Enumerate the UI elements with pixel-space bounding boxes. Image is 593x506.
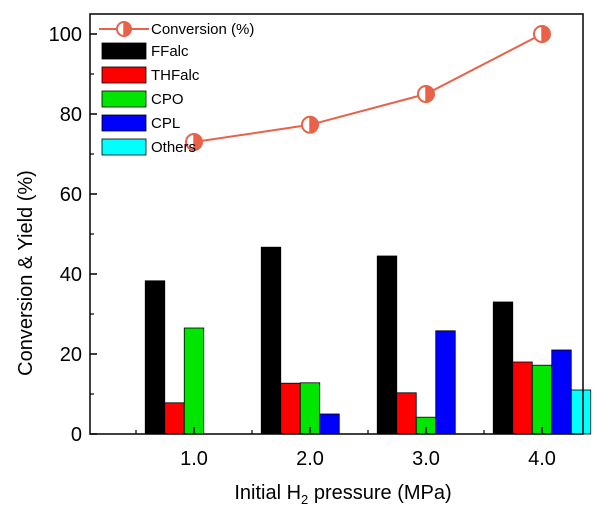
legend-label-cpl: CPL xyxy=(151,115,180,132)
bar-thfalc-2-0 xyxy=(280,382,301,435)
y-tick-label: 0 xyxy=(71,424,82,446)
bar-cpl-4-0 xyxy=(551,349,572,435)
bar-ffalc-4-0 xyxy=(492,301,514,435)
x-tick-label: 3.0 xyxy=(412,448,440,470)
bar-cpl-2-0 xyxy=(319,413,340,435)
bar-cpo-4-0 xyxy=(531,364,553,435)
y-tick-label: 60 xyxy=(60,184,82,206)
conversion-point-3-0 xyxy=(417,85,435,103)
y-tick-label: 20 xyxy=(60,344,82,366)
conversion-point-2-0 xyxy=(301,115,319,134)
legend-label-ffalc: FFalc xyxy=(151,43,189,60)
x-axis-title: Initial H2 pressure (MPa) xyxy=(234,482,451,506)
legend-swatch-cpl xyxy=(101,114,147,132)
legend-layer: Conversion (%) FFalc THFalc CPO CPL Others xyxy=(99,21,254,156)
legend-label-cpo: CPO xyxy=(151,91,184,108)
x-tick-label: 2.0 xyxy=(296,448,324,470)
bar-ffalc-3-0 xyxy=(376,255,398,435)
x-tick-label: 1.0 xyxy=(180,448,208,470)
legend-line-marker xyxy=(116,21,132,37)
legend-label-conversion: Conversion (%) xyxy=(151,21,254,38)
x-tick-label: 4.0 xyxy=(528,448,556,470)
legend-label-others: Others xyxy=(151,139,196,156)
bars-layer xyxy=(144,246,592,435)
legend-swatch-others xyxy=(101,138,147,156)
bar-ffalc-1-0 xyxy=(144,280,166,435)
conversion-line xyxy=(193,33,543,143)
x-axis-title-subscript: 2 xyxy=(301,492,308,506)
legend-swatch-thfalc xyxy=(101,66,147,84)
y-tick-label: 80 xyxy=(60,104,82,126)
bar-others-4-0 xyxy=(570,389,592,435)
bar-ffalc-2-0 xyxy=(260,246,282,435)
line-layer xyxy=(185,25,551,151)
y-tick-label: 40 xyxy=(60,264,82,286)
bar-thfalc-3-0 xyxy=(396,392,417,435)
legend-swatch-ffalc xyxy=(101,42,147,60)
conversion-point-1-0 xyxy=(185,133,203,151)
plot-frame xyxy=(89,13,584,435)
bar-cpo-1-0 xyxy=(183,327,205,435)
y-tick-label: 100 xyxy=(49,24,82,46)
bar-cpo-2-0 xyxy=(299,382,321,435)
bar-thfalc-1-0 xyxy=(164,402,185,435)
conversion-point-4-0 xyxy=(533,25,551,43)
legend-label-thfalc: THFalc xyxy=(151,67,200,84)
bar-cpl-3-0 xyxy=(435,330,456,435)
legend-swatch-cpo xyxy=(101,90,147,108)
axes-layer: 0 20 40 60 80 100 1.0 2.0 3.0 4.0 xyxy=(49,24,556,470)
bar-thfalc-4-0 xyxy=(512,361,533,435)
y-axis-title: Conversion & Yield (%) xyxy=(15,170,37,376)
